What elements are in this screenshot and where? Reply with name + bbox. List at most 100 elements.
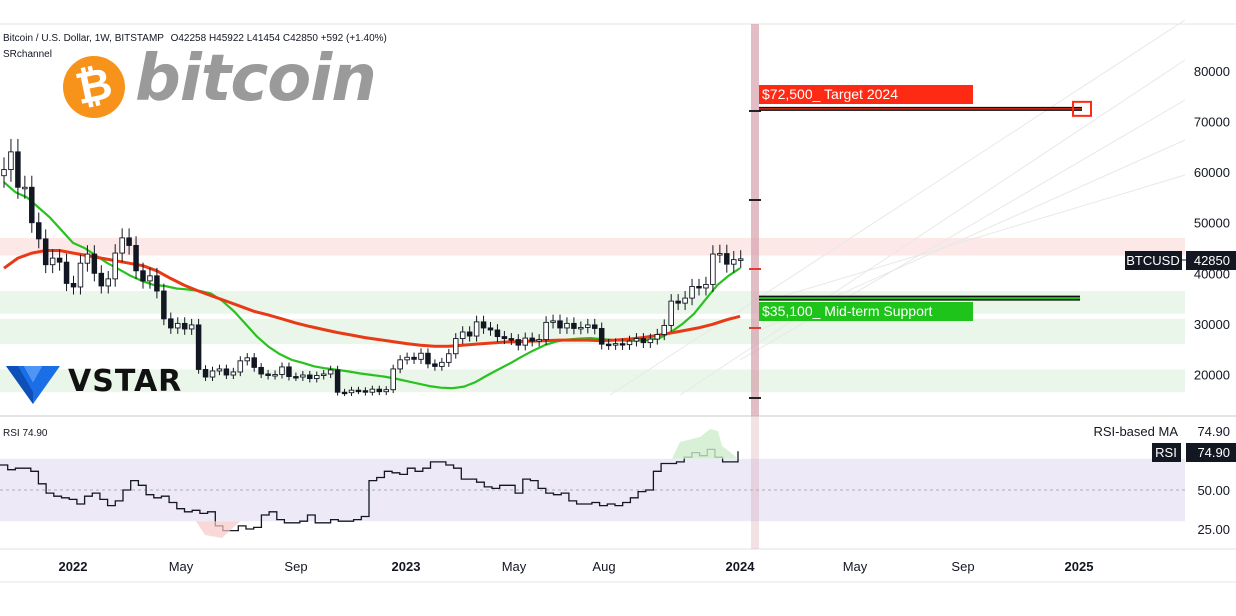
candle-up (439, 361, 445, 367)
candle-up (473, 321, 480, 337)
candle-down (724, 253, 730, 265)
vstar-logo: VSTAR (4, 362, 194, 406)
rsi-tag-value: 74.90 (1197, 445, 1230, 460)
rsi-overbought-fill (672, 429, 738, 459)
candle-up (731, 259, 737, 265)
rsi-tag-label: RSI (1155, 445, 1177, 460)
candle-up (314, 375, 320, 379)
time-tick-label: 2024 (726, 559, 756, 574)
price-tick-label: 60000 (1194, 165, 1230, 180)
candle-up (446, 353, 452, 363)
price-tick-label: 80000 (1194, 64, 1230, 79)
candle-down (29, 186, 35, 224)
candle-down (91, 253, 98, 274)
candle-down (140, 270, 146, 282)
symbol-header: Bitcoin / U.S. Dollar, 1W, BITSTAMP O422… (3, 33, 387, 44)
channel-ray (769, 174, 1186, 301)
rsi-oversold-fill (196, 521, 240, 538)
sma-slow-line (3, 249, 741, 348)
time-tick-label: May (843, 559, 868, 574)
bitcoin-logo: ₿ bitcoin (57, 42, 377, 124)
candle-up (661, 324, 668, 335)
candle-up (404, 356, 410, 361)
rsi-ma-value: 74.90 (1197, 424, 1230, 439)
candle-down (36, 222, 42, 240)
candle-up (188, 324, 195, 330)
time-tick-label: Sep (284, 559, 307, 574)
candle-down (181, 322, 188, 330)
sma-fast-line (3, 181, 741, 390)
candle-up (327, 369, 334, 375)
candle-down (223, 368, 230, 376)
target-label-box (759, 85, 973, 104)
candle-down (425, 352, 431, 365)
candle-up (459, 331, 466, 340)
candle-down (195, 324, 202, 370)
candle-up (418, 352, 424, 360)
candle-up (668, 300, 674, 326)
price-tag-symbol: BTCUSD (1126, 253, 1179, 268)
candle-down (432, 363, 438, 367)
candle-up (710, 253, 716, 285)
support-zone (0, 291, 1185, 314)
target-marker (1072, 100, 1092, 117)
support-label-box (759, 302, 973, 321)
price-tag-value-box (1186, 251, 1236, 270)
vstar-wordmark: VSTAR (68, 364, 183, 399)
price-tag-value: 42850 (1194, 253, 1230, 268)
rsi-title: RSI 74.90 (3, 428, 48, 439)
rsi-ma-label: RSI-based MA (1093, 424, 1178, 439)
time-tick-label: May (502, 559, 527, 574)
candle-down (293, 376, 299, 379)
candle-up (279, 366, 285, 375)
candle-down (161, 290, 167, 320)
candle-down (251, 357, 257, 368)
time-tick-label: Sep (951, 559, 974, 574)
time-tick-label: May (169, 559, 194, 574)
candle-up (550, 320, 556, 323)
rsi-band (0, 458, 1185, 522)
candle-up (119, 237, 125, 254)
candle-up (147, 275, 153, 282)
event-band (751, 416, 759, 549)
candle-up (737, 258, 744, 261)
rsi-tag-value-box (1186, 443, 1236, 462)
time-tick-label: 2023 (392, 559, 421, 574)
candle-up (654, 334, 661, 340)
candle-down (515, 339, 522, 346)
price-tick-label: 50000 (1194, 216, 1230, 231)
candle-up (383, 389, 390, 393)
candle-down (202, 368, 209, 378)
candle-up (522, 337, 529, 346)
candle-down (411, 356, 417, 360)
candle-down (571, 322, 577, 329)
candle-down (98, 272, 105, 287)
candle-up (578, 326, 584, 330)
candle-down (341, 391, 348, 395)
candle-up (230, 371, 237, 376)
candle-down (508, 338, 515, 341)
resistance-zone (0, 237, 1185, 256)
support-label: $35,100_ Mid-term Support (762, 303, 933, 319)
candle-down (286, 366, 292, 377)
candle-down (70, 282, 77, 288)
symbol-line: Bitcoin / U.S. Dollar, 1W, BITSTAMP (3, 33, 164, 44)
candle-up (612, 343, 619, 346)
candle-down (592, 324, 598, 329)
price-tick-label: 30000 (1194, 317, 1230, 332)
candle-down (334, 369, 341, 393)
rsi-line (0, 448, 739, 532)
candle-up (320, 373, 327, 376)
candle-up (8, 151, 14, 171)
price-tick-label: 40000 (1194, 266, 1230, 281)
candle-up (689, 286, 695, 299)
candle-up (174, 322, 181, 329)
candle-up (536, 339, 542, 342)
price-tag-symbol-box (1125, 251, 1182, 270)
candle-up (585, 324, 591, 328)
candle-down (126, 237, 132, 246)
candle-up (105, 278, 111, 287)
candle-up (626, 340, 633, 346)
candle-down (154, 275, 160, 292)
